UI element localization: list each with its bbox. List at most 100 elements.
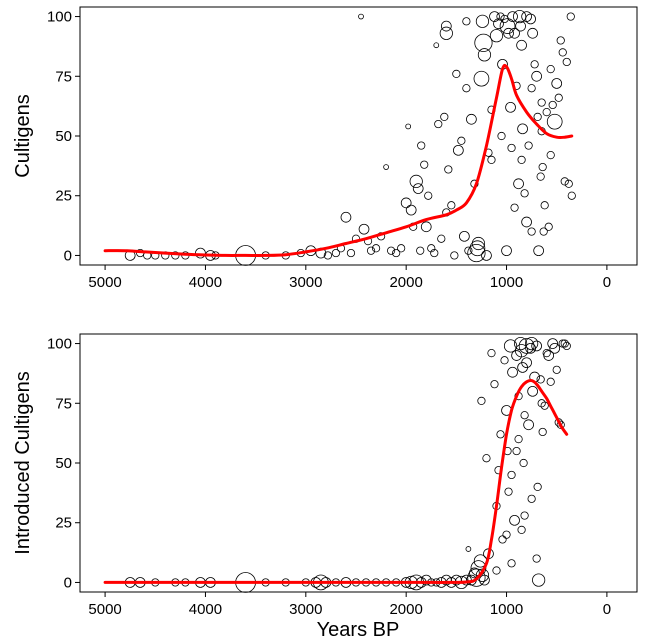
data-point [417, 141, 426, 150]
data-point [392, 248, 401, 258]
data-point [340, 211, 352, 223]
data-point [537, 98, 546, 107]
data-point [546, 113, 563, 130]
data-point [346, 248, 356, 258]
data-point [420, 160, 429, 169]
data-point [490, 380, 499, 389]
panel-introduced-cultigens: Introduced Cultigens 5000 4000 3000 2000 100… [12, 333, 638, 618]
panel-cultigens: Cultigens 5000 4000 3000 2000 1000 0 0 25 50 75 10… [12, 6, 638, 291]
data-point [558, 339, 567, 348]
y-tick-label: 75 [55, 395, 72, 412]
data-point [439, 26, 453, 40]
axis-ticks-top: 5000 4000 3000 2000 1000 0 0 25 50 75 100 [47, 9, 611, 291]
data-point [531, 340, 542, 352]
x-axis-label: Years BP [317, 619, 400, 641]
data-point [542, 349, 551, 358]
y-tick-label: 50 [55, 128, 72, 145]
data-point [331, 248, 341, 258]
data-point [477, 396, 486, 405]
data-point [538, 427, 547, 437]
data-point [497, 131, 506, 141]
data-point [536, 172, 545, 181]
data-point [505, 101, 516, 113]
data-point [548, 100, 557, 110]
data-point [371, 244, 381, 253]
data-point [512, 446, 521, 456]
data-point [515, 20, 526, 32]
data-point [492, 566, 501, 575]
x-tick-label: 0 [603, 601, 611, 618]
x-tick-label: 2000 [389, 274, 422, 291]
scatter-points-bottom [124, 336, 571, 593]
data-point [527, 227, 536, 236]
data-point [409, 174, 423, 188]
data-point [546, 151, 555, 160]
data-point [473, 70, 490, 87]
data-point [516, 39, 527, 51]
data-point [447, 201, 456, 210]
data-point [440, 20, 452, 32]
data-point [430, 248, 439, 258]
data-point [464, 246, 473, 255]
data-point [525, 13, 536, 25]
data-point [533, 482, 542, 491]
data-point [540, 401, 549, 410]
data-point [527, 84, 536, 93]
y-tick-label: 75 [55, 68, 72, 85]
data-point [562, 341, 571, 351]
data-point [467, 568, 486, 587]
x-tick-label: 4000 [189, 601, 222, 618]
data-point [564, 179, 573, 188]
data-point [527, 494, 536, 503]
data-point [195, 247, 206, 259]
data-point [397, 244, 406, 253]
data-point [519, 458, 528, 468]
data-point [477, 48, 492, 62]
y-tick-label: 25 [55, 188, 72, 205]
data-point [532, 573, 546, 587]
data-point [420, 221, 432, 233]
data-point [462, 84, 471, 93]
x-tick-label: 2000 [389, 601, 422, 618]
data-point [387, 246, 396, 255]
data-point [566, 12, 575, 21]
data-point [556, 420, 565, 429]
data-point [450, 251, 459, 260]
data-point [482, 454, 491, 463]
data-point [481, 250, 492, 261]
data-point [493, 18, 504, 30]
data-point [366, 246, 376, 255]
trend-line-bottom [103, 378, 569, 584]
data-point [543, 350, 555, 361]
data-point [514, 344, 529, 358]
y-tick-label: 25 [55, 515, 72, 532]
data-point [520, 189, 529, 198]
data-point [551, 78, 563, 89]
data-point [358, 223, 370, 235]
axis-ticks-bottom: 5000 4000 3000 2000 1000 0 0 25 50 75 100 [47, 336, 611, 618]
data-point [527, 385, 538, 397]
data-point [521, 216, 532, 228]
data-point [538, 162, 547, 172]
data-point [517, 123, 528, 135]
data-point [560, 177, 569, 186]
data-point [517, 155, 526, 164]
data-point [513, 178, 524, 190]
data-point [474, 33, 493, 52]
data-point [512, 9, 527, 24]
data-point [556, 36, 565, 45]
x-tick-label: 4000 [189, 274, 222, 291]
data-point [427, 244, 436, 253]
data-point [453, 144, 464, 156]
data-point [457, 136, 466, 145]
data-point [540, 201, 549, 210]
data-point [489, 11, 500, 22]
data-point [518, 338, 535, 354]
data-point [469, 240, 486, 257]
data-point [521, 357, 532, 369]
data-point [358, 13, 364, 20]
data-point [552, 365, 561, 374]
scatter-points-top [124, 9, 576, 266]
data-point [437, 234, 446, 243]
data-point [510, 203, 519, 212]
